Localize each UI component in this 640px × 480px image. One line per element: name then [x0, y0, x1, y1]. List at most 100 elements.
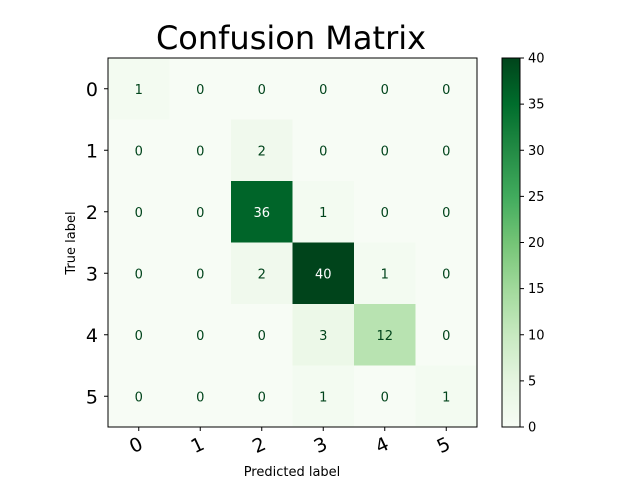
colorbar-tick-label: 35 [528, 98, 545, 113]
heatmap-cell [108, 304, 170, 366]
cell-value-label: 0 [319, 83, 327, 98]
heatmap-cell [354, 58, 416, 120]
heatmap-cell [108, 365, 170, 428]
cell-value-label: 0 [196, 267, 204, 282]
plot-frame [107, 57, 478, 428]
y-tick-label: 2 [86, 202, 98, 224]
heatmap-cell [231, 181, 293, 243]
heatmap-cell [354, 181, 416, 243]
heatmap-cell [354, 365, 416, 428]
heatmap-cell [231, 242, 293, 305]
heatmap-cell [415, 58, 478, 120]
heatmap-cell [169, 242, 232, 305]
heatmap-cell [231, 304, 293, 366]
x-tick-label: 1 [188, 433, 208, 458]
cell-value-label: 1 [442, 390, 450, 405]
colorbar-tick-label: 0 [528, 421, 536, 436]
cell-value-label: 0 [135, 267, 143, 282]
colorbar-tick-label: 5 [528, 374, 536, 389]
y-tick-label: 3 [86, 263, 98, 285]
chart-title: Confusion Matrix [156, 19, 426, 57]
cell-value-label: 0 [442, 83, 450, 98]
cell-value-label: 0 [135, 206, 143, 221]
cell-value-label: 0 [258, 390, 266, 405]
colorbar-ticks: 0 5 10 15 20 25 30 35 40 [520, 52, 545, 436]
heatmap-cell [292, 181, 355, 243]
cell-value-label: 0 [319, 144, 327, 159]
cell-value-label: 0 [196, 329, 204, 344]
heatmap-cells: 1 0 0 0 0 0 0 0 2 0 0 0 0 0 36 1 0 0 0 0 2 40 1 0 0 0 0 3 12 0 0 0 0 1 0 1 [108, 58, 478, 428]
heatmap-cell [415, 304, 478, 366]
cell-value-label: 1 [319, 390, 327, 405]
x-tick-label: 5 [434, 433, 454, 458]
heatmap-cell [292, 242, 355, 305]
colorbar-tick-label: 40 [528, 52, 545, 67]
x-tick-label: 4 [372, 433, 392, 458]
heatmap-cell [354, 242, 416, 305]
heatmap-cell [415, 242, 478, 305]
heatmap-cell [169, 181, 232, 243]
heatmap-cell [292, 365, 355, 428]
cell-value-label: 0 [196, 390, 204, 405]
cell-value-label: 0 [135, 329, 143, 344]
cell-value-label: 0 [381, 390, 389, 405]
heatmap-cell [169, 119, 232, 182]
y-tick-label: 1 [86, 140, 98, 162]
heatmap-cell [108, 181, 170, 243]
x-tick-label: 2 [249, 433, 269, 458]
heatmap-cell [231, 58, 293, 120]
cell-value-label: 0 [258, 83, 266, 98]
cell-value-label: 1 [381, 267, 389, 282]
heatmap-cell [169, 58, 232, 120]
cell-value-label: 0 [258, 329, 266, 344]
colorbar [501, 57, 521, 428]
colorbar-tick-label: 10 [528, 328, 545, 343]
cell-value-label: 0 [196, 83, 204, 98]
cell-value-label: 0 [442, 267, 450, 282]
y-axis-ticks: 0 1 2 3 4 5 [86, 79, 108, 408]
cell-value-label: 2 [258, 267, 266, 282]
x-tick-label: 3 [311, 433, 331, 458]
x-axis-label: Predicted label [244, 465, 341, 480]
cell-value-label: 2 [258, 144, 266, 159]
cell-value-label: 3 [319, 329, 327, 344]
heatmap-cell [415, 181, 478, 243]
heatmap-cell [292, 119, 355, 182]
heatmap-cell [415, 119, 478, 182]
heatmap-cell [292, 58, 355, 120]
heatmap-cell [231, 365, 293, 428]
cell-value-label: 12 [376, 329, 393, 344]
cell-value-label: 0 [381, 144, 389, 159]
cell-value-label: 36 [253, 206, 270, 221]
heatmap-cell [354, 119, 416, 182]
heatmap-cell [169, 365, 232, 428]
x-axis-ticks: 0 1 2 3 4 5 [126, 427, 454, 458]
colorbar-tick-label: 30 [528, 144, 545, 159]
y-tick-label: 0 [86, 79, 98, 101]
cell-value-label: 0 [442, 206, 450, 221]
cell-value-label: 0 [442, 144, 450, 159]
cell-value-label: 1 [319, 206, 327, 221]
heatmap-cell [292, 304, 355, 366]
heatmap-cell [108, 58, 170, 120]
x-tick-label: 0 [126, 433, 146, 458]
cell-value-label: 0 [196, 206, 204, 221]
colorbar-tick-label: 15 [528, 282, 545, 297]
colorbar-tick-label: 20 [528, 236, 545, 251]
cell-value-label: 0 [442, 329, 450, 344]
cell-value-label: 40 [315, 267, 332, 282]
cell-value-label: 0 [381, 83, 389, 98]
colorbar-tick-label: 25 [528, 190, 545, 205]
cell-value-label: 0 [196, 144, 204, 159]
heatmap-cell [169, 304, 232, 366]
cell-value-label: 0 [381, 206, 389, 221]
heatmap-cell [108, 119, 170, 182]
heatmap-cell [354, 304, 416, 366]
heatmap-cell [415, 365, 478, 428]
heatmap-cell [108, 242, 170, 305]
y-tick-label: 5 [86, 386, 98, 408]
cell-value-label: 0 [135, 390, 143, 405]
y-axis-label: True label [64, 211, 79, 275]
heatmap-cell [231, 119, 293, 182]
